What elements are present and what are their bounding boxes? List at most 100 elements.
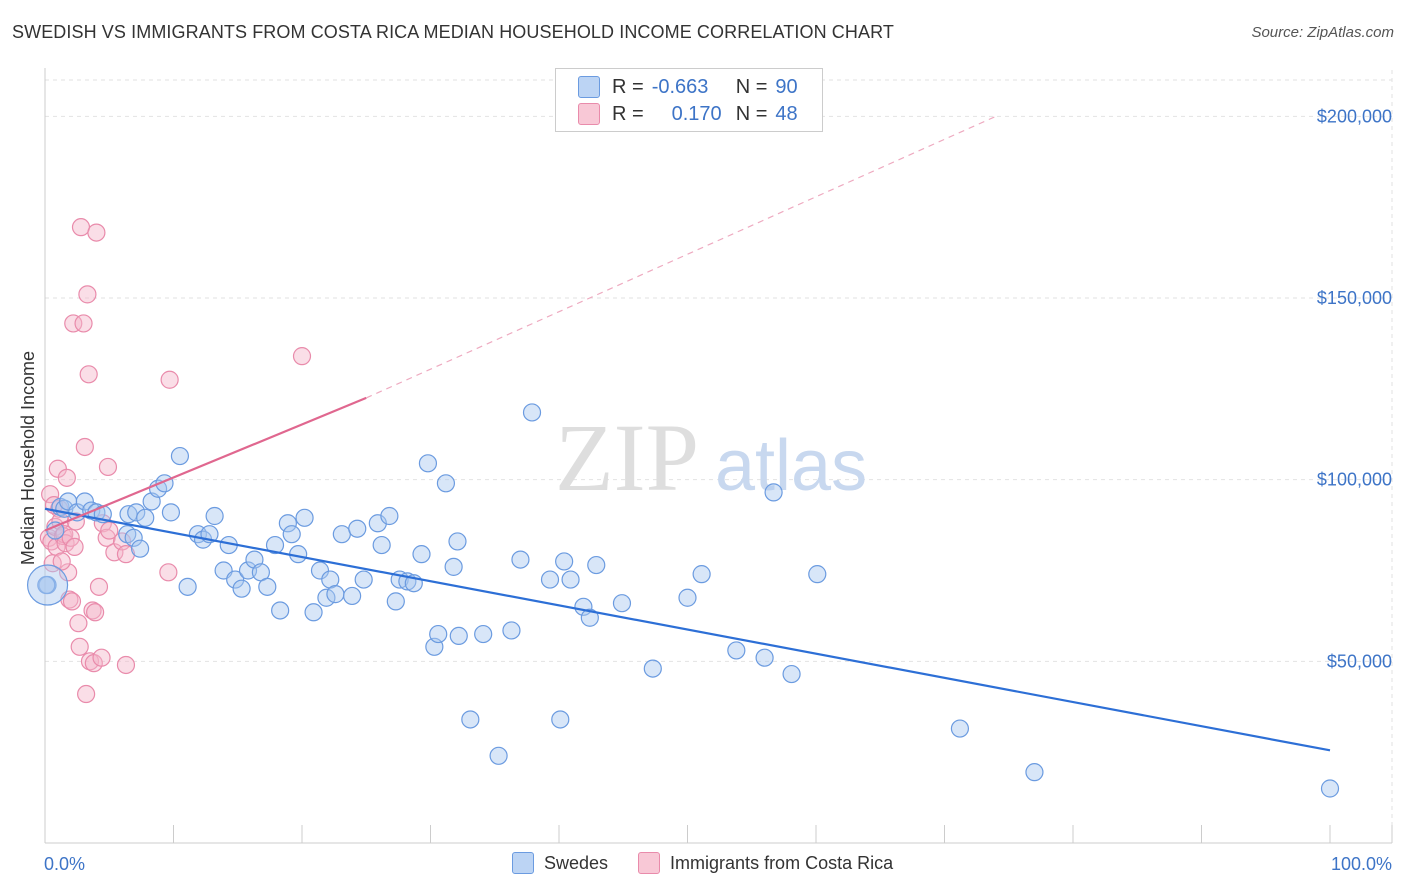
point-costa-rica [87, 223, 106, 242]
point-swedes [380, 506, 399, 526]
point-swedes [808, 565, 827, 584]
point-swedes [124, 528, 143, 547]
point-swedes [265, 535, 285, 555]
series-swedes [26, 403, 1340, 798]
trend-line-costa-rica-extension [366, 115, 997, 399]
point-swedes [561, 570, 580, 589]
point-swedes [782, 664, 801, 684]
legend-swatch-costa-rica [578, 103, 600, 125]
point-swedes [489, 746, 508, 765]
point-swedes [412, 545, 431, 564]
point-costa-rica [74, 314, 93, 333]
point-swedes [429, 624, 448, 644]
point-swedes [444, 557, 463, 576]
point-swedes [448, 532, 467, 551]
point-swedes [304, 603, 323, 622]
point-costa-rica [57, 468, 76, 487]
point-swedes-cluster [26, 564, 69, 606]
y-tick-label: $150,000 [1317, 288, 1392, 308]
point-swedes [587, 555, 606, 575]
point-costa-rica [69, 614, 88, 633]
y-axis-label: Median Household Income [18, 351, 38, 565]
point-swedes [368, 514, 387, 533]
point-costa-rica [100, 521, 119, 540]
point-swedes [37, 575, 56, 595]
legend-n-value: 48 [775, 102, 798, 125]
point-swedes [386, 592, 405, 611]
legend-swatch-swedes [578, 76, 600, 98]
point-swedes [258, 577, 277, 596]
point-costa-rica [92, 648, 111, 667]
tick-labels: $50,000 $100,000 $150,000 $200,000 0.0% 100.0… [44, 106, 1392, 874]
point-swedes [161, 503, 181, 522]
point-swedes [461, 710, 480, 729]
legend-n-value: 90 [775, 75, 798, 98]
point-costa-rica [75, 437, 94, 457]
point-swedes [136, 508, 155, 527]
point-swedes [343, 586, 362, 606]
chart-title: SWEDISH VS IMMIGRANTS FROM COSTA RICA ME… [12, 22, 894, 42]
point-swedes [354, 570, 373, 589]
point-swedes [372, 535, 391, 555]
point-swedes [764, 483, 783, 502]
point-costa-rica [61, 528, 80, 547]
point-swedes [295, 508, 314, 527]
point-swedes [1320, 779, 1340, 798]
legend-r-label: R = [612, 102, 644, 125]
watermark-zip: ZIP [555, 404, 699, 511]
point-costa-rica [41, 485, 60, 504]
point-swedes [555, 552, 574, 571]
point-costa-rica [52, 552, 71, 571]
y-tick-label: $100,000 [1317, 470, 1392, 490]
chart-source: Source: ZipAtlas.com [1251, 24, 1394, 41]
point-costa-rica [292, 347, 312, 366]
point-costa-rica [62, 592, 82, 611]
point-costa-rica [78, 285, 97, 304]
bottom-legend-swedes: Swedes [512, 852, 608, 874]
point-swedes [551, 710, 570, 729]
point-swedes [727, 641, 746, 660]
point-swedes [348, 519, 367, 538]
point-costa-rica [86, 603, 105, 622]
axes [44, 68, 1393, 844]
point-swedes [418, 454, 438, 473]
point-swedes [317, 588, 336, 607]
legend-n-label: N = [735, 102, 768, 125]
legend-r-value: -0.663 [651, 75, 709, 98]
bottom-legend-swatch-costa-rica [638, 852, 661, 874]
point-swedes [271, 601, 290, 620]
point-costa-rica [71, 218, 91, 237]
bottom-legend-label-costa-rica: Immigrants from Costa Rica [670, 852, 894, 873]
trend-line-costa-rica [44, 396, 367, 532]
bottom-legend-swatch-swedes [512, 852, 534, 874]
point-swedes [511, 550, 530, 569]
bottom-legend-costa-rica: Immigrants from Costa Rica [638, 852, 893, 874]
point-swedes [75, 492, 94, 511]
point-costa-rica [83, 601, 102, 620]
point-swedes [678, 588, 697, 607]
point-swedes [474, 624, 493, 644]
point-swedes [540, 570, 560, 589]
point-swedes [282, 525, 301, 544]
point-swedes [950, 719, 970, 738]
point-costa-rica [70, 637, 89, 656]
grid-lines [45, 70, 1393, 843]
point-costa-rica [160, 370, 179, 389]
x-tick-label: 0.0% [44, 854, 85, 874]
point-swedes [755, 648, 774, 667]
point-swedes [332, 525, 351, 544]
point-costa-rica [89, 577, 109, 596]
point-costa-rica [65, 537, 84, 556]
point-costa-rica [159, 563, 178, 582]
point-swedes [127, 503, 146, 522]
point-swedes [522, 403, 542, 422]
point-swedes [170, 446, 190, 466]
point-swedes [130, 539, 150, 558]
point-swedes [580, 608, 599, 627]
series-costa-rica [39, 218, 312, 704]
point-swedes [1025, 763, 1044, 782]
point-costa-rica [98, 457, 118, 477]
x-tick-label: 100.0% [1331, 854, 1392, 874]
point-costa-rica [97, 528, 116, 547]
